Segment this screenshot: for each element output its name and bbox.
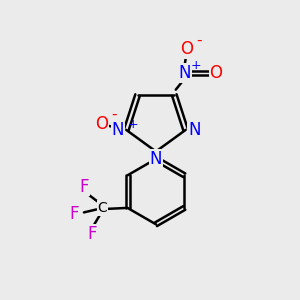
Text: O: O (180, 40, 193, 58)
Text: -: - (112, 107, 117, 122)
Text: O: O (95, 115, 108, 133)
Text: N: N (178, 64, 191, 82)
Text: N: N (150, 150, 162, 168)
Text: F: F (87, 225, 97, 243)
Text: F: F (80, 178, 89, 196)
Text: N: N (188, 121, 200, 139)
Text: C: C (98, 201, 107, 215)
Text: F: F (70, 205, 79, 223)
Text: -: - (196, 32, 201, 47)
Text: +: + (191, 59, 201, 72)
Text: N: N (111, 121, 124, 139)
Text: +: + (128, 118, 138, 131)
Text: O: O (209, 64, 222, 82)
